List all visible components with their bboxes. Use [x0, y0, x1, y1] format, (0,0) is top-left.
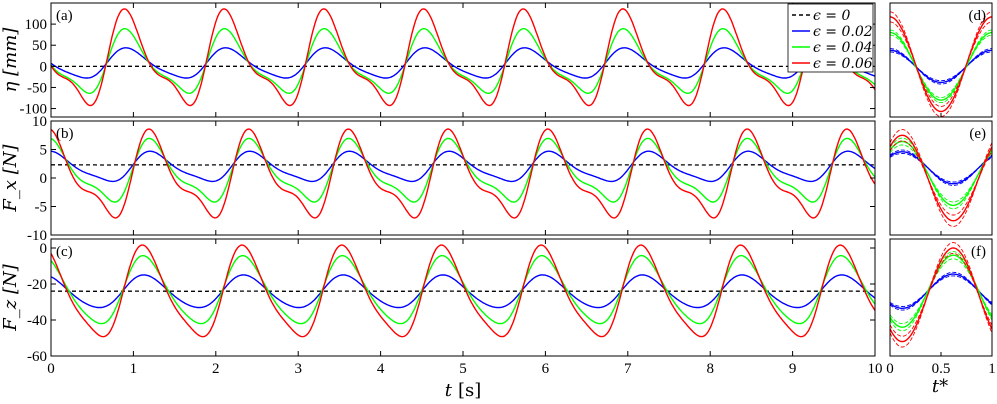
phase-panel-label: (f) [971, 244, 986, 260]
panel-label: (c) [56, 244, 73, 260]
x-tick-label: 6 [542, 361, 550, 377]
phase-series-2 [889, 247, 993, 343]
series-line-1 [50, 150, 876, 183]
phase-series-1 [889, 144, 993, 203]
x-tick-label: 1 [130, 361, 138, 377]
phase-panel-d: (d) [889, 2, 993, 118]
phase-series-0 [890, 48, 992, 85]
series-line-3 [50, 128, 876, 219]
y-tick-label: 0 [40, 59, 48, 75]
phase-x-tick-label: 0 [886, 361, 894, 377]
panel-frame [50, 2, 876, 118]
x-tick-label: 3 [294, 361, 302, 377]
phase-series-2 [889, 16, 993, 113]
y-axis-label: F_x [N] [0, 143, 21, 212]
phase-series-1 [889, 29, 993, 104]
y-tick-label: 0 [40, 241, 48, 257]
phase-series-1 [890, 31, 992, 101]
y-tick-label: 100 [25, 17, 48, 33]
x-axis-label: t [s] [445, 380, 482, 401]
phase-series-0 [889, 275, 993, 307]
y-axis-label: η [mm] [0, 27, 21, 93]
y-tick-label: 50 [32, 38, 47, 54]
y-tick-label: -10 [27, 228, 47, 244]
phase-series-1 [889, 137, 993, 210]
phase-series-0 [890, 49, 992, 84]
panel-a: -100 -50 0 50 100 (a) η [mm] [0, 2, 876, 118]
x-tick-label: 10 [868, 361, 883, 377]
phase-panels: (d) (e) 0 0.5 1 (f) [886, 2, 996, 377]
y-tick-label: -100 [20, 102, 48, 118]
x-tick-label: 7 [624, 361, 632, 377]
panel-label: (a) [56, 8, 73, 24]
phase-x-tick-label: 1 [988, 361, 996, 377]
x-tick-label: 9 [789, 361, 797, 377]
y-tick-label: -60 [27, 349, 47, 365]
phase-panel-label: (d) [969, 8, 987, 24]
panel-c: -60 -40 -20 0 0 1 2 3 4 5 6 7 8 9 10 (c) F_z [N] [0, 238, 883, 377]
y-tick-label: -40 [27, 313, 47, 329]
series-line-3 [50, 8, 876, 107]
x-tick-label: 0 [47, 361, 55, 377]
phase-x-axis-label: t* [932, 376, 948, 397]
legend-entry: ϵ = 0.06 [813, 56, 873, 72]
y-tick-label: 5 [40, 143, 48, 159]
phase-series-0 [889, 149, 993, 186]
phase-series-2 [889, 242, 993, 348]
series-line-2 [50, 137, 876, 203]
phase-series-0 [889, 273, 993, 309]
phase-panel-f: 0 0.5 1 (f) [886, 238, 996, 377]
series-line-2 [50, 254, 876, 325]
y-axis-label: F_z [N] [0, 263, 21, 331]
legend-entry: ϵ = 0.04 [813, 40, 873, 56]
y-tick-label: 10 [32, 114, 47, 130]
phase-series-1 [889, 251, 993, 332]
phase-series-1 [889, 258, 993, 325]
x-tick-label: 5 [459, 361, 467, 377]
panel-frame [50, 120, 876, 236]
phase-series-0 [890, 51, 992, 82]
legend-entry: ϵ = 0 [813, 8, 850, 24]
y-tick-label: -50 [27, 80, 47, 96]
phase-series-1 [889, 254, 993, 328]
series-line-1 [50, 47, 876, 79]
panel-label: (b) [56, 126, 74, 142]
legend-entry: ϵ = 0.02 [813, 24, 873, 40]
phase-x-tick-label: 0.5 [932, 361, 951, 377]
phase-series-2 [890, 11, 992, 118]
legend: ϵ = 0ϵ = 0.02ϵ = 0.04ϵ = 0.06 [787, 3, 874, 73]
phase-series-2 [889, 21, 993, 107]
series-line-3 [50, 244, 876, 338]
phase-panel-label: (e) [969, 126, 986, 142]
phase-series-1 [889, 140, 993, 207]
x-tick-label: 8 [706, 361, 714, 377]
series-line-1 [50, 274, 876, 309]
x-tick-label: 2 [212, 361, 220, 377]
phase-series-2 [889, 129, 993, 227]
y-tick-label: -5 [35, 200, 48, 216]
phase-series-0 [889, 271, 993, 311]
x-tick-label: 4 [377, 361, 385, 377]
phase-panel-e: (e) [889, 120, 993, 236]
panel-b: -10 -5 0 5 10 (b) F_x [N] [0, 114, 876, 244]
y-tick-label: -20 [27, 277, 47, 293]
y-tick-label: 0 [40, 171, 48, 187]
series-line-2 [50, 27, 876, 95]
panel-frame [50, 238, 876, 357]
